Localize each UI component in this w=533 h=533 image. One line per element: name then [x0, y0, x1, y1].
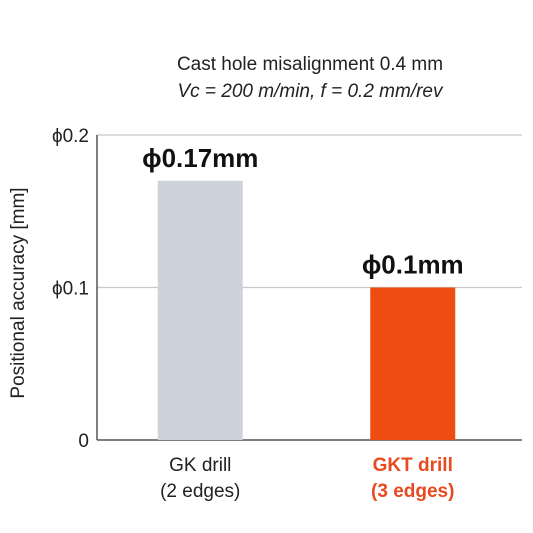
chart-title: Cast hole misalignment 0.4 mm — [177, 54, 443, 75]
y-tick-label: ϕ0.1 — [52, 279, 89, 300]
y-axis-label: Positional accuracy [mm] — [8, 187, 29, 398]
x-tick-label: GK drill — [169, 455, 231, 476]
y-tick-label: 0 — [78, 431, 89, 452]
bar — [157, 180, 243, 440]
chart-subtitle: Vc = 200 m/min, f = 0.2 mm/rev — [177, 81, 444, 102]
x-tick-label: (3 edges) — [371, 481, 454, 502]
data-label: ϕ0.1mm — [362, 250, 464, 280]
data-label: ϕ0.17mm — [142, 143, 258, 173]
y-tick-label: ϕ0.2 — [52, 126, 89, 147]
x-tick-label: GKT drill — [373, 455, 453, 476]
bar — [370, 287, 456, 440]
x-tick-label: (2 edges) — [160, 481, 240, 502]
